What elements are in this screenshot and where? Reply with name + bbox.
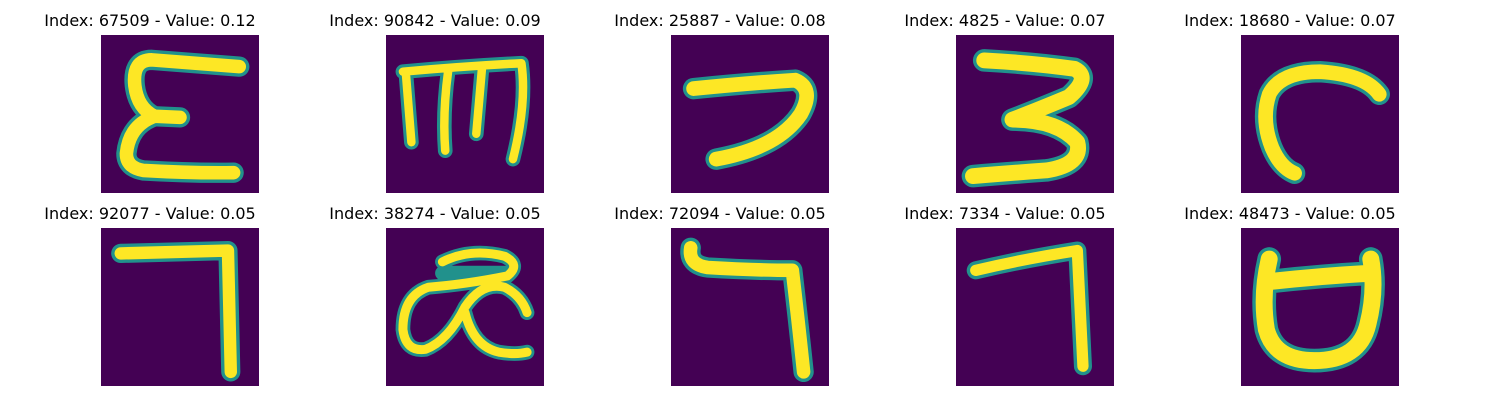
sample-cell: Index: 92077 - Value: 0.05 [0, 193, 300, 386]
glyph-image [386, 35, 544, 193]
glyph-image [671, 35, 829, 193]
sample-image [386, 35, 544, 193]
glyph-image [1241, 228, 1399, 386]
sample-cell: Index: 7334 - Value: 0.05 [855, 193, 1155, 386]
glyph-image [1241, 35, 1399, 193]
sample-image [101, 228, 259, 386]
sample-cell: Index: 72094 - Value: 0.05 [570, 193, 870, 386]
glyph-image [671, 228, 829, 386]
sample-title: Index: 48473 - Value: 0.05 [1184, 204, 1396, 223]
sample-title: Index: 67509 - Value: 0.12 [44, 11, 256, 30]
sample-title: Index: 72094 - Value: 0.05 [614, 204, 826, 223]
sample-cell: Index: 18680 - Value: 0.07 [1140, 0, 1440, 193]
sample-cell: Index: 25887 - Value: 0.08 [570, 0, 870, 193]
sample-cell: Index: 48473 - Value: 0.05 [1140, 193, 1440, 386]
sample-image [956, 35, 1114, 193]
sample-title: Index: 90842 - Value: 0.09 [329, 11, 541, 30]
glyph-image [956, 228, 1114, 386]
sample-image [671, 228, 829, 386]
sample-cell: Index: 38274 - Value: 0.05 [285, 193, 585, 386]
sample-title: Index: 7334 - Value: 0.05 [904, 204, 1106, 223]
sample-image [956, 228, 1114, 386]
sample-cell: Index: 4825 - Value: 0.07 [855, 0, 1155, 193]
sample-cell: Index: 67509 - Value: 0.12 [0, 0, 300, 193]
glyph-image [386, 228, 544, 386]
glyph-image [101, 35, 259, 193]
sample-title: Index: 4825 - Value: 0.07 [904, 11, 1106, 30]
sample-title: Index: 18680 - Value: 0.07 [1184, 11, 1396, 30]
sample-title: Index: 38274 - Value: 0.05 [329, 204, 541, 223]
sample-image [1241, 228, 1399, 386]
sample-cell: Index: 90842 - Value: 0.09 [285, 0, 585, 193]
sample-title: Index: 92077 - Value: 0.05 [44, 204, 256, 223]
sample-image [671, 35, 829, 193]
sample-title: Index: 25887 - Value: 0.08 [614, 11, 826, 30]
sample-image [386, 228, 544, 386]
glyph-image [101, 228, 259, 386]
glyph-image [956, 35, 1114, 193]
sample-image [1241, 35, 1399, 193]
sample-image [101, 35, 259, 193]
